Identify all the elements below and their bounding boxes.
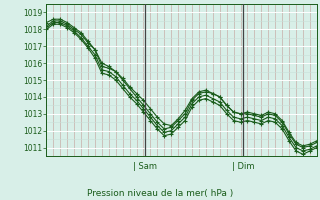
Text: | Dim: | Dim bbox=[232, 162, 254, 171]
Text: Pression niveau de la mer( hPa ): Pression niveau de la mer( hPa ) bbox=[87, 189, 233, 198]
Text: | Sam: | Sam bbox=[132, 162, 156, 171]
